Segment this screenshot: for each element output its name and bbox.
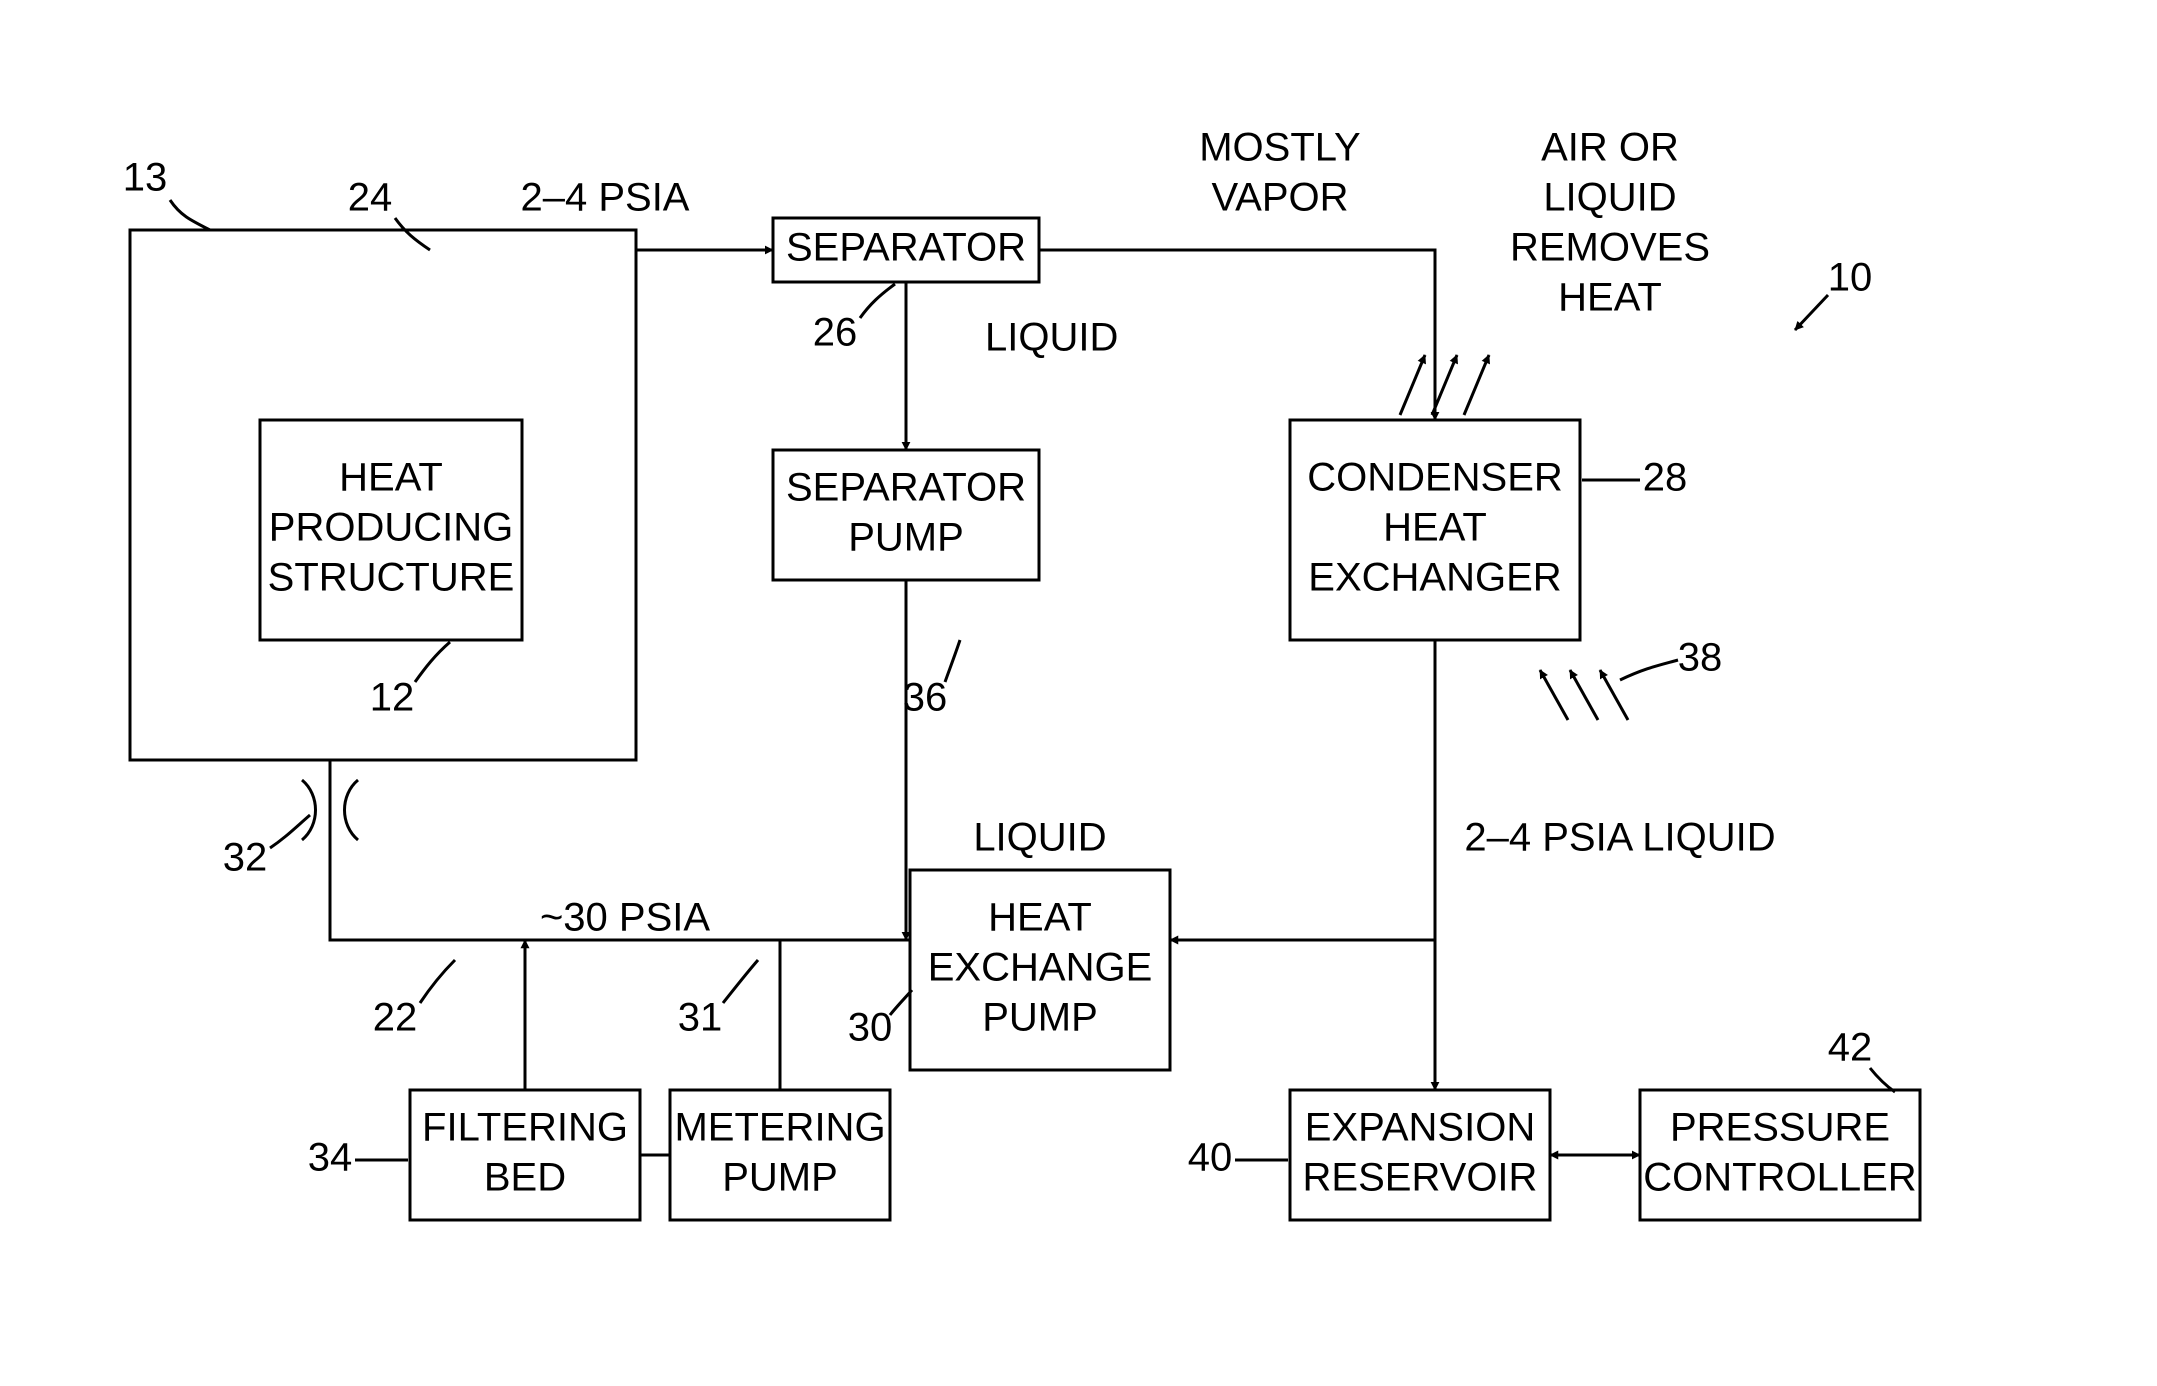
node-label: STRUCTURE	[268, 556, 515, 600]
node-label: CONTROLLER	[1643, 1156, 1916, 1200]
node-label: SEPARATOR	[786, 226, 1026, 270]
node-expres: EXPANSION RESERVOIR	[1290, 1090, 1550, 1220]
node-label: HEAT	[988, 896, 1092, 940]
node-label: SEPARATOR	[786, 466, 1026, 510]
edge-label: HEAT	[1558, 276, 1662, 320]
ref-number: 30	[848, 1006, 893, 1050]
ref-number: 31	[678, 996, 723, 1040]
node-label: EXPANSION	[1305, 1106, 1535, 1150]
ref-number: 42	[1828, 1026, 1873, 1070]
node-label: HEAT	[339, 456, 443, 500]
edge-label: REMOVES	[1510, 226, 1710, 270]
edge-label: 2–4 PSIA	[520, 176, 689, 220]
edge-label: 2–4 PSIA LIQUID	[1464, 816, 1775, 860]
ref-number: 24	[348, 176, 393, 220]
edge-label: MOSTLY	[1199, 126, 1361, 170]
node-separator: SEPARATOR	[773, 218, 1039, 282]
ref-number: 38	[1678, 636, 1723, 680]
node-filtbed: FILTERING BED	[410, 1090, 640, 1220]
ref-number: 32	[223, 836, 268, 880]
ref-number: 40	[1188, 1136, 1233, 1180]
ref-number: 26	[813, 311, 858, 355]
node-label: METERING	[674, 1106, 885, 1150]
node-label: HEAT	[1383, 506, 1487, 550]
ref-number: 13	[123, 156, 168, 200]
node-label: BED	[484, 1156, 566, 1200]
edge-label: LIQUID	[973, 816, 1106, 860]
node-label: PRODUCING	[269, 506, 513, 550]
node-label: PUMP	[722, 1156, 838, 1200]
node-label: CONDENSER	[1307, 456, 1563, 500]
ref-number: 28	[1643, 456, 1688, 500]
ref-number: 10	[1828, 256, 1873, 300]
edge-label: LIQUID	[1543, 176, 1676, 220]
edge-label: ~30 PSIA	[540, 896, 710, 940]
node-label: PRESSURE	[1670, 1106, 1890, 1150]
node-hps: HEAT PRODUCING STRUCTURE	[260, 420, 522, 640]
node-label: PUMP	[848, 516, 964, 560]
ref-number: 12	[370, 676, 415, 720]
ref-number: 34	[308, 1136, 353, 1180]
node-condenser: CONDENSER HEAT EXCHANGER	[1290, 420, 1580, 640]
node-label: EXCHANGER	[1308, 556, 1561, 600]
ref-number: 22	[373, 996, 418, 1040]
node-label: FILTERING	[422, 1106, 628, 1150]
node-label: PUMP	[982, 996, 1098, 1040]
edge-label: VAPOR	[1211, 176, 1348, 220]
ref-number: 36	[903, 676, 948, 720]
node-seppump: SEPARATOR PUMP	[773, 450, 1039, 580]
node-label: RESERVOIR	[1303, 1156, 1538, 1200]
edge-label: AIR OR	[1541, 126, 1679, 170]
node-presctrl: PRESSURE CONTROLLER	[1640, 1090, 1920, 1220]
node-label: EXCHANGE	[928, 946, 1153, 990]
node-metpump: METERING PUMP	[670, 1090, 890, 1220]
node-hepump: HEAT EXCHANGE PUMP	[910, 870, 1170, 1070]
edge-label: LIQUID	[985, 316, 1118, 360]
